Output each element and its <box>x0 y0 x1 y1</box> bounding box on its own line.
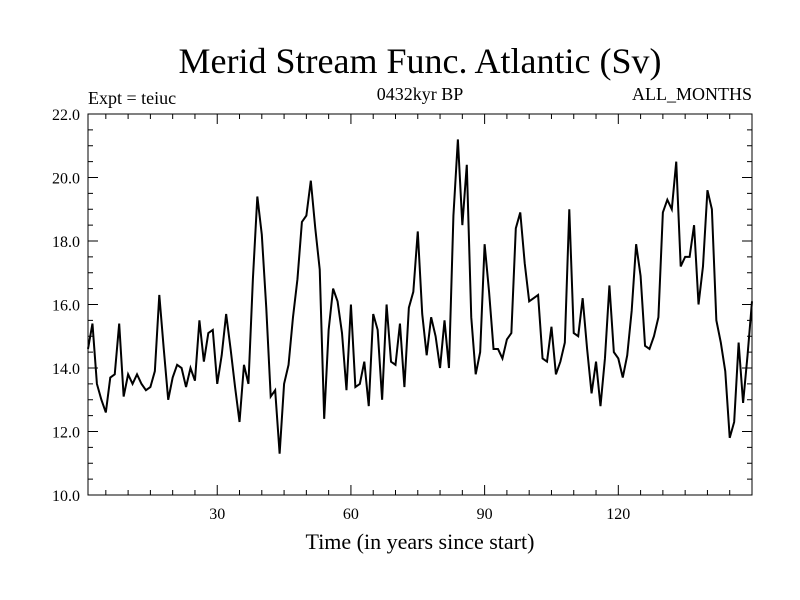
series-layer <box>87 139 753 454</box>
x-tick-label: 60 <box>343 506 359 523</box>
x-tick-label: 30 <box>209 506 225 523</box>
y-tick-label: 18.0 <box>52 234 80 251</box>
y-tick-label: 22.0 <box>52 107 80 124</box>
y-tick-label: 14.0 <box>52 361 80 378</box>
period-label: 0432kyr BP <box>377 84 464 104</box>
y-tick-label: 16.0 <box>52 298 80 315</box>
y-tick-label: 20.0 <box>52 171 80 188</box>
y-tick-label: 12.0 <box>52 425 80 442</box>
x-axis-label: Time (in years since start) <box>306 529 535 554</box>
series-line <box>87 139 753 454</box>
chart-title: Merid Stream Func. Atlantic (Sv) <box>179 41 662 81</box>
x-tick-label: 90 <box>477 506 493 523</box>
axes: 10.0 12.0 14.0 16.0 18.0 20.0 22.0 30 60 90 120 <box>52 107 753 523</box>
months-label: ALL_MONTHS <box>632 84 752 104</box>
experiment-label: Expt = teiuc <box>88 88 176 108</box>
y-tick-label: 10.0 <box>52 488 80 505</box>
plot-frame <box>87 113 753 496</box>
x-tick-label: 120 <box>606 506 630 523</box>
